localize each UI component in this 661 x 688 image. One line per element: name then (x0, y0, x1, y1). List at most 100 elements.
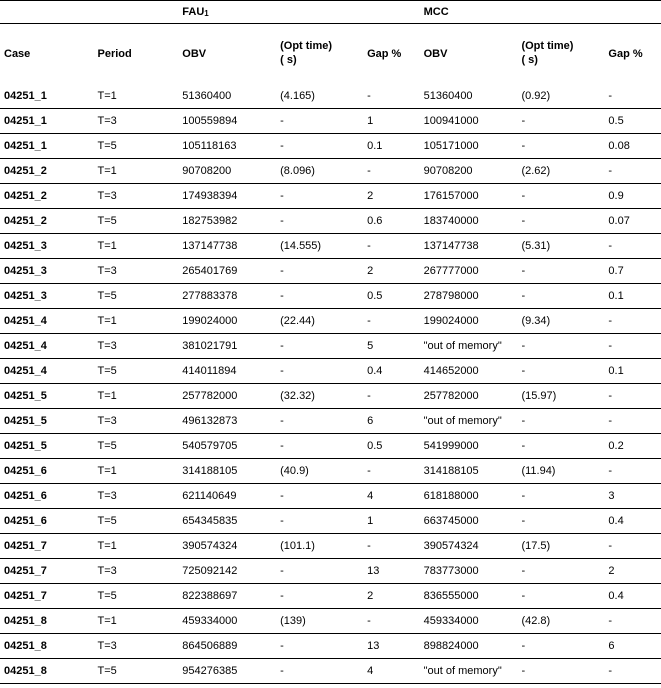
cell-fau-gap: 2 (363, 584, 420, 609)
cell-fau-opt: (139) (276, 609, 363, 634)
col-fau-opt: (Opt time)( s) (276, 24, 363, 85)
cell-fau-obv: 199024000 (178, 309, 276, 334)
cell-case: 04251_7 (0, 559, 93, 584)
cell-mcc-opt: - (517, 559, 604, 584)
cell-mcc-gap: 0.5 (604, 109, 661, 134)
cell-fau-obv: 822388697 (178, 584, 276, 609)
cell-mcc-gap: - (604, 384, 661, 409)
cell-fau-opt: - (276, 659, 363, 684)
cell-fau-opt: (8.096) (276, 159, 363, 184)
cell-fau-obv: 100559894 (178, 109, 276, 134)
cell-mcc-gap: 0.7 (604, 259, 661, 284)
cell-fau-opt: - (276, 559, 363, 584)
cell-fau-obv: 954276385 (178, 659, 276, 684)
cell-case: 04251_7 (0, 584, 93, 609)
cell-fau-gap: - (363, 159, 420, 184)
cell-fau-opt: - (276, 584, 363, 609)
cell-fau-gap: 6 (363, 409, 420, 434)
table-row: 04251_8T=1459334000(139)-459334000(42.8)… (0, 609, 661, 634)
cell-fau-obv: 654345835 (178, 509, 276, 534)
cell-fau-obv: 390574324 (178, 534, 276, 559)
cell-fau-gap: - (363, 534, 420, 559)
cell-mcc-gap: - (604, 234, 661, 259)
cell-period: T=1 (93, 609, 178, 634)
cell-fau-gap: 5 (363, 334, 420, 359)
cell-fau-gap: - (363, 309, 420, 334)
table-row: 04251_7T=3725092142-13783773000-2 (0, 559, 661, 584)
cell-period: T=3 (93, 409, 178, 434)
col-mcc-opt: (Opt time)( s) (517, 24, 604, 85)
section-mcc: MCC (420, 1, 661, 24)
table-header: FAU1 MCC Case Period OBV (Opt time)( s) … (0, 1, 661, 85)
cell-period: T=1 (93, 309, 178, 334)
cell-period: T=3 (93, 634, 178, 659)
cell-fau-gap: 4 (363, 484, 420, 509)
table-row: 04251_1T=5105118163-0.1105171000-0.08 (0, 134, 661, 159)
cell-fau-gap: 0.5 (363, 284, 420, 309)
cell-period: T=3 (93, 259, 178, 284)
cell-mcc-obv: "out of memory" (420, 659, 518, 684)
cell-fau-obv: 459334000 (178, 609, 276, 634)
cell-fau-obv: 182753982 (178, 209, 276, 234)
cell-fau-opt: - (276, 434, 363, 459)
cell-mcc-obv: 51360400 (420, 84, 518, 109)
cell-mcc-opt: - (517, 634, 604, 659)
cell-fau-gap: 2 (363, 184, 420, 209)
cell-fau-obv: 864506889 (178, 634, 276, 659)
col-period: Period (93, 24, 178, 85)
cell-fau-opt: (4.165) (276, 84, 363, 109)
cell-mcc-obv: 183740000 (420, 209, 518, 234)
cell-mcc-gap: 0.1 (604, 359, 661, 384)
cell-fau-opt: - (276, 134, 363, 159)
cell-mcc-obv: 199024000 (420, 309, 518, 334)
cell-mcc-opt: (2.62) (517, 159, 604, 184)
table-row: 04251_8T=5954276385-4"out of memory"-- (0, 659, 661, 684)
cell-fau-gap: 0.1 (363, 134, 420, 159)
cell-fau-obv: 277883378 (178, 284, 276, 309)
cell-mcc-gap: - (604, 459, 661, 484)
cell-fau-opt: (101.1) (276, 534, 363, 559)
col-fau-gap: Gap % (363, 24, 420, 85)
cell-fau-opt: (22.44) (276, 309, 363, 334)
cell-fau-opt: - (276, 634, 363, 659)
cell-mcc-opt: (5.31) (517, 234, 604, 259)
col-mcc-obv: OBV (420, 24, 518, 85)
cell-fau-opt: - (276, 409, 363, 434)
cell-mcc-opt: - (517, 284, 604, 309)
cell-case: 04251_8 (0, 659, 93, 684)
cell-mcc-gap: - (604, 334, 661, 359)
cell-mcc-obv: 105171000 (420, 134, 518, 159)
cell-fau-gap: 4 (363, 659, 420, 684)
cell-case: 04251_7 (0, 534, 93, 559)
cell-period: T=1 (93, 159, 178, 184)
cell-case: 04251_4 (0, 334, 93, 359)
cell-case: 04251_1 (0, 109, 93, 134)
table-row: 04251_2T=3174938394-2176157000-0.9 (0, 184, 661, 209)
cell-mcc-opt: - (517, 209, 604, 234)
cell-mcc-gap: 0.4 (604, 509, 661, 534)
cell-fau-gap: 1 (363, 109, 420, 134)
cell-period: T=1 (93, 234, 178, 259)
cell-case: 04251_2 (0, 184, 93, 209)
cell-fau-obv: 621140649 (178, 484, 276, 509)
cell-mcc-gap: 0.07 (604, 209, 661, 234)
cell-mcc-gap: - (604, 309, 661, 334)
cell-fau-gap: 0.4 (363, 359, 420, 384)
table-row: 04251_6T=3621140649-4618188000-3 (0, 484, 661, 509)
cell-period: T=3 (93, 334, 178, 359)
cell-mcc-obv: 414652000 (420, 359, 518, 384)
cell-fau-obv: 174938394 (178, 184, 276, 209)
cell-case: 04251_2 (0, 159, 93, 184)
cell-period: T=5 (93, 659, 178, 684)
table-row: 04251_6T=1314188105(40.9)-314188105(11.9… (0, 459, 661, 484)
cell-case: 04251_5 (0, 384, 93, 409)
cell-fau-obv: 51360400 (178, 84, 276, 109)
cell-mcc-obv: 257782000 (420, 384, 518, 409)
cell-case: 04251_5 (0, 434, 93, 459)
table-row: 04251_3T=3265401769-2267777000-0.7 (0, 259, 661, 284)
cell-fau-gap: 2 (363, 259, 420, 284)
cell-fau-opt: (32.32) (276, 384, 363, 409)
cell-mcc-gap: 0.9 (604, 184, 661, 209)
cell-fau-opt: (40.9) (276, 459, 363, 484)
cell-period: T=5 (93, 509, 178, 534)
